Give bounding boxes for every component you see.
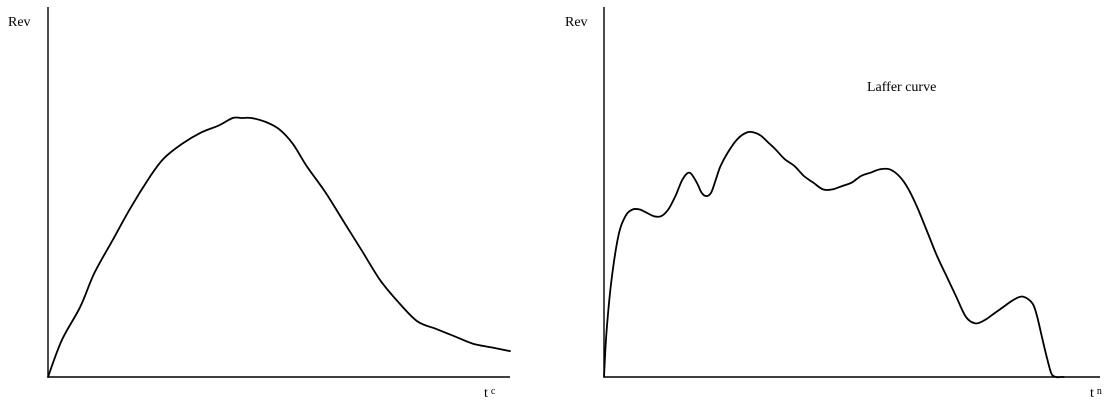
left-y-axis-label: Rev <box>8 15 31 30</box>
right-series-line <box>603 130 1065 379</box>
right-y-axis-label: Rev <box>565 15 588 30</box>
left-series-line <box>47 116 511 378</box>
laffer-curve-annotation: Laffer curve <box>867 80 936 95</box>
